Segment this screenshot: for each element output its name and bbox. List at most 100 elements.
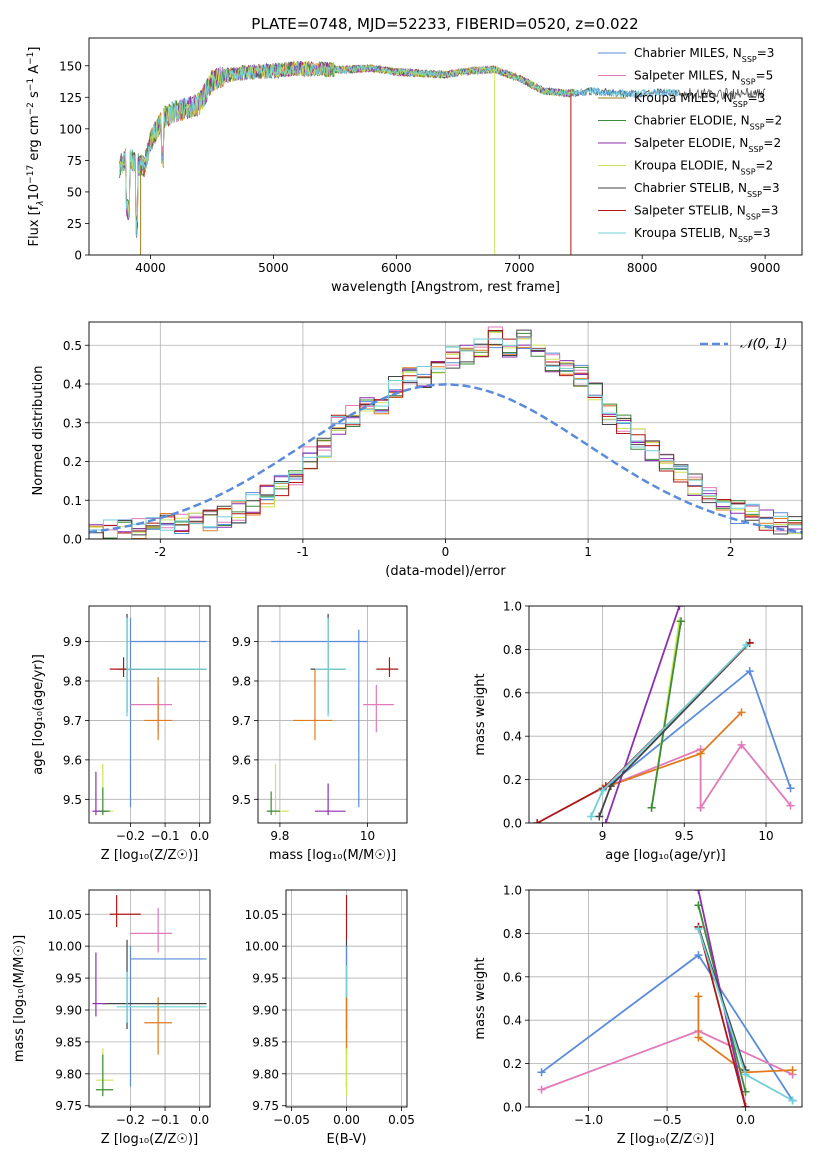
y-axis-label: mass [log₁₀(M/M☉)] (12, 935, 27, 1062)
x-tick-label: 9000 (750, 261, 781, 275)
x-axis-label: mass [log₁₀(M/M☉)] (269, 848, 396, 863)
y-axis-label-part: −1 (26, 52, 36, 65)
y-tick-label: 9.5 (63, 793, 82, 807)
y-tick-label: 0.4 (63, 378, 82, 392)
spectrum-line (119, 60, 575, 230)
weight-line (697, 926, 747, 1107)
y-axis-label-part: −2 (26, 102, 36, 115)
y-axis-label-part: A (27, 65, 42, 78)
plot-area (89, 606, 210, 823)
histogram-series (89, 336, 802, 539)
legend-name: Kroupa ELODIE, N (634, 159, 741, 173)
y-tick-label: 0.0 (503, 817, 522, 831)
weight-marker (587, 812, 596, 821)
weight-marker (786, 801, 795, 810)
x-tick-label: 9.5 (675, 829, 694, 843)
weight-line (536, 642, 751, 823)
y-tick-label: 9.9 (232, 635, 251, 649)
legend-sub: SSP (742, 55, 757, 64)
plot-area (89, 322, 802, 539)
x-axis-label: E(B-V) (326, 1132, 366, 1147)
y-tick-label: 0.6 (503, 686, 522, 700)
spectrum-line (119, 60, 679, 236)
y-tick-label: 9.85 (252, 1035, 279, 1049)
legend-value: =3 (761, 204, 779, 218)
y-tick-label: 9.85 (55, 1035, 82, 1049)
axes-frame (88, 889, 211, 1108)
y-tick-label: 50 (67, 185, 82, 199)
weight-marker (788, 1096, 797, 1105)
weight-line (598, 642, 751, 817)
legend-value: =3 (762, 181, 780, 195)
y-tick-label: 125 (59, 91, 82, 105)
x-tick-label: 10 (360, 829, 375, 843)
axes-frame (88, 605, 211, 824)
x-tick-label: 4000 (135, 261, 166, 275)
legend-label: 𝒩(0, 1) (740, 337, 787, 352)
legend-sub: SSP (733, 100, 748, 109)
y-tick-label: 9.75 (252, 1099, 279, 1113)
weight-marker (598, 786, 607, 795)
spectrum-line (119, 61, 575, 236)
legend-name: Chabrier STELIB, N (634, 181, 747, 195)
weight-marker (696, 749, 705, 758)
y-tick-label: 0 (74, 249, 82, 263)
plot-area (529, 890, 802, 1107)
legend-value: =2 (763, 136, 781, 150)
x-tick-label: −0.1 (150, 1113, 179, 1127)
panel-weight-vs-Z: −1.0 −0.5 0.0 0.0 0.2 0.4 0.6 0.8 1.0 Z [log₁₀(Z/… (473, 884, 803, 1147)
weight-marker (742, 641, 751, 650)
y-tick-label: 150 (59, 59, 82, 73)
legend-name: Kroupa MILES, N (634, 91, 733, 105)
weight-marker (741, 1103, 750, 1107)
y-tick-label: 9.8 (63, 674, 82, 688)
weight-line (650, 621, 682, 808)
x-tick-label: 9.8 (270, 829, 289, 843)
legend-value: =2 (756, 159, 774, 173)
x-tick-label: −1.0 (574, 1113, 603, 1127)
weight-marker (694, 951, 703, 960)
weight-line (604, 606, 681, 823)
y-tick-label: 10.00 (48, 940, 82, 954)
y-axis-label-part: s (27, 91, 42, 102)
y-axis-label-part: 10 (27, 184, 42, 201)
spectrum-line (119, 61, 575, 235)
legend-name: Salpeter MILES, N (634, 69, 741, 83)
legend-name: Kroupa STELIB, N (634, 226, 738, 240)
legend-sub: SSP (738, 235, 753, 244)
weight-marker (601, 819, 610, 823)
legend-value: =3 (757, 46, 775, 60)
y-tick-label: 10.05 (48, 908, 82, 922)
legend-sub: SSP (746, 212, 761, 221)
x-tick-label: 0 (442, 545, 450, 559)
y-tick-label: 9.6 (63, 753, 82, 767)
x-tick-label: 2 (727, 545, 735, 559)
y-tick-label: 0.6 (503, 970, 522, 984)
legend-name: Chabrier MILES, N (634, 46, 742, 60)
weight-marker (694, 1033, 703, 1042)
y-tick-label: 10.00 (245, 940, 279, 954)
plot-area (119, 60, 766, 255)
y-tick-label: 0.2 (63, 455, 82, 469)
weight-marker (694, 992, 703, 1001)
y-axis-label-part: ] (27, 47, 42, 52)
y-tick-label: 100 (59, 122, 82, 136)
weight-marker (677, 617, 686, 626)
y-axis-label-part: Flux [f (27, 205, 42, 246)
y-axis-label-part: erg cm (27, 115, 42, 164)
y-axis-label-part: λ (36, 200, 46, 206)
legend-value: =5 (756, 69, 774, 83)
legend-label: Chabrier STELIB, NSSP=3 (634, 181, 780, 199)
y-tick-label: 9.95 (252, 972, 279, 986)
x-axis-label: age [log₁₀(age/yr)] (605, 848, 726, 863)
x-axis-label: Z [log₁₀(Z/Z☉)] (101, 848, 198, 863)
y-tick-label: 9.8 (232, 674, 251, 688)
y-tick-label: 0.1 (63, 494, 82, 508)
weight-marker (533, 819, 542, 823)
x-tick-label: 0.05 (388, 1113, 415, 1127)
weight-marker (741, 1070, 750, 1079)
y-tick-label: 9.6 (232, 753, 251, 767)
legend-label: Salpeter ELODIE, NSSP=2 (634, 136, 781, 154)
legend-sub: SSP (741, 167, 756, 176)
